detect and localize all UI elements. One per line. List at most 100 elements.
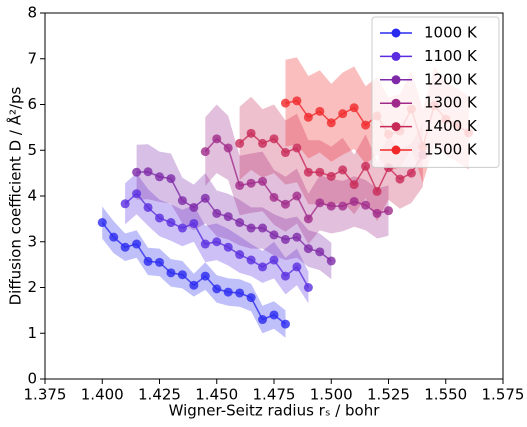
data-point [212, 237, 222, 247]
y-tick-label: 6 [27, 95, 37, 113]
data-point [189, 280, 199, 290]
data-point [166, 174, 176, 184]
data-point [120, 199, 130, 209]
data-point [338, 201, 348, 211]
data-point [132, 167, 142, 177]
data-point [349, 196, 359, 206]
data-point [258, 223, 268, 233]
data-point [338, 109, 348, 119]
error-band [136, 144, 332, 280]
data-point [326, 171, 336, 181]
data-point [361, 200, 371, 210]
legend-label: 1000 K [424, 24, 478, 42]
data-point [235, 250, 245, 260]
legend-label: 1300 K [424, 94, 478, 112]
data-point [143, 202, 153, 212]
data-point [200, 239, 210, 249]
x-tick-label: 1.525 [367, 386, 410, 404]
data-point [326, 201, 336, 211]
data-point [315, 106, 325, 116]
data-point [223, 143, 233, 153]
data-point [223, 287, 233, 297]
data-point [395, 174, 405, 184]
data-point [109, 232, 119, 242]
data-point [235, 288, 245, 298]
data-point [223, 242, 233, 252]
data-point [315, 167, 325, 177]
data-point [303, 112, 313, 122]
data-point [177, 196, 187, 206]
data-point [143, 167, 153, 177]
data-point [292, 232, 302, 242]
data-point [258, 262, 268, 272]
data-point [200, 147, 210, 157]
x-tick-label: 1.450 [195, 386, 238, 404]
data-point [280, 319, 290, 329]
data-point [292, 191, 302, 201]
data-point [280, 148, 290, 158]
data-point [326, 256, 336, 266]
data-point [406, 168, 416, 178]
data-point [303, 244, 313, 254]
data-point [326, 118, 336, 128]
data-point [212, 208, 222, 218]
data-point [258, 138, 268, 148]
data-point [269, 230, 279, 240]
legend-label: 1500 K [424, 141, 478, 159]
legend-marker [391, 28, 401, 38]
y-tick-label: 8 [27, 4, 37, 22]
legend-marker [391, 122, 401, 132]
y-tick-label: 7 [27, 49, 37, 67]
data-point [246, 293, 256, 303]
legend-marker [391, 75, 401, 85]
data-point [292, 96, 302, 106]
data-point [235, 218, 245, 228]
data-point [338, 165, 348, 175]
data-point [189, 218, 199, 228]
legend-marker [391, 145, 401, 155]
x-tick-label: 1.475 [253, 386, 296, 404]
legend-label: 1100 K [424, 47, 478, 65]
x-tick-label: 1.400 [81, 386, 124, 404]
data-point [269, 310, 279, 320]
data-point [246, 128, 256, 138]
data-point [292, 262, 302, 272]
data-point [315, 247, 325, 257]
data-point [361, 120, 371, 130]
data-point [200, 193, 210, 203]
data-point [223, 212, 233, 222]
data-point [212, 134, 222, 144]
legend-box [371, 16, 500, 168]
data-point [132, 239, 142, 249]
data-point [212, 284, 222, 294]
data-point [246, 255, 256, 265]
data-point [372, 186, 382, 196]
data-point [177, 223, 187, 233]
data-point [269, 134, 279, 144]
x-axis-label: Wigner-Seitz radius rₛ / bohr [169, 402, 381, 420]
data-point [280, 271, 290, 281]
x-tick-label: 1.550 [424, 386, 467, 404]
data-point [280, 234, 290, 244]
data-point [189, 202, 199, 212]
data-point [155, 213, 164, 223]
data-point [361, 161, 371, 171]
legend-marker [391, 98, 401, 108]
legend-marker [391, 51, 401, 61]
x-tick-label: 1.500 [310, 386, 353, 404]
x-tick-label: 1.375 [24, 386, 67, 404]
data-point [280, 98, 290, 108]
data-point [246, 178, 256, 188]
x-tick-label: 1.425 [138, 386, 181, 404]
y-axis-label: Diffusion coefficient D / Å²/ps [6, 86, 25, 305]
data-point [269, 255, 279, 265]
data-point [166, 218, 176, 228]
data-point [315, 198, 325, 208]
data-point [269, 192, 279, 202]
data-point [303, 167, 313, 177]
data-point [280, 199, 290, 209]
data-point [372, 208, 382, 218]
y-tick-label: 0 [27, 370, 37, 388]
data-point [132, 189, 142, 199]
